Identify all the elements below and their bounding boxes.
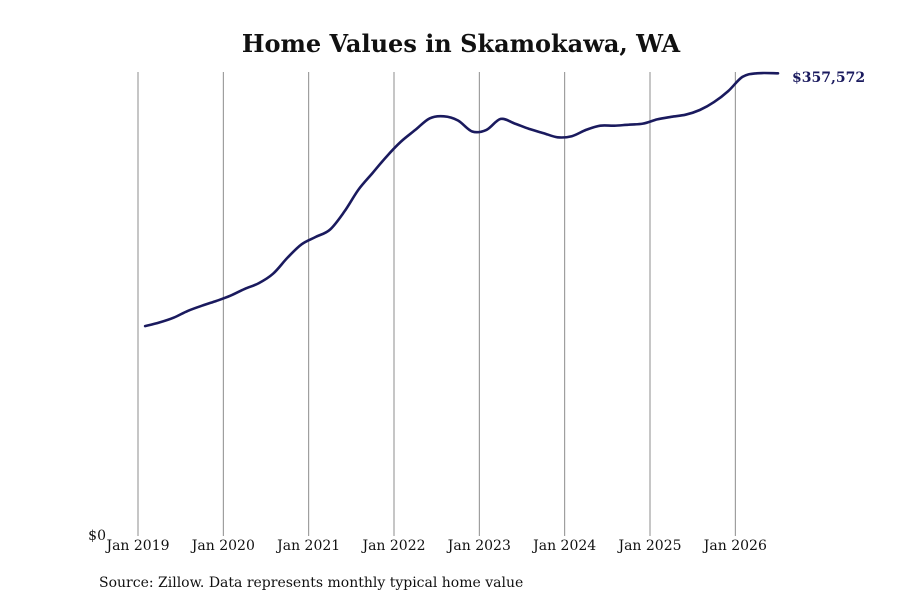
end-value-label: $357,572 [792,70,865,86]
x-tick-label-1: Jan 2020 [190,538,255,554]
x-tick-label-5: Jan 2024 [531,538,596,554]
x-tick-label-3: Jan 2022 [360,538,425,554]
chart-title: Home Values in Skamokawa, WA [242,29,681,58]
x-tick-label-2: Jan 2021 [275,538,340,554]
home-value-line [143,71,780,328]
grid-lines [137,72,736,536]
x-tick-label-6: Jan 2025 [616,538,681,554]
x-axis-ticks: Jan 2019 Jan 2020 Jan 2021 Jan 2022 Jan 2023… [104,538,766,554]
x-tick-label-0: Jan 2019 [104,538,169,554]
y-zero-label: $0 [88,528,106,544]
x-tick-label-4: Jan 2023 [446,538,511,554]
source-note: Source: Zillow. Data represents monthly … [99,575,523,591]
x-tick-label-7: Jan 2026 [702,538,767,554]
